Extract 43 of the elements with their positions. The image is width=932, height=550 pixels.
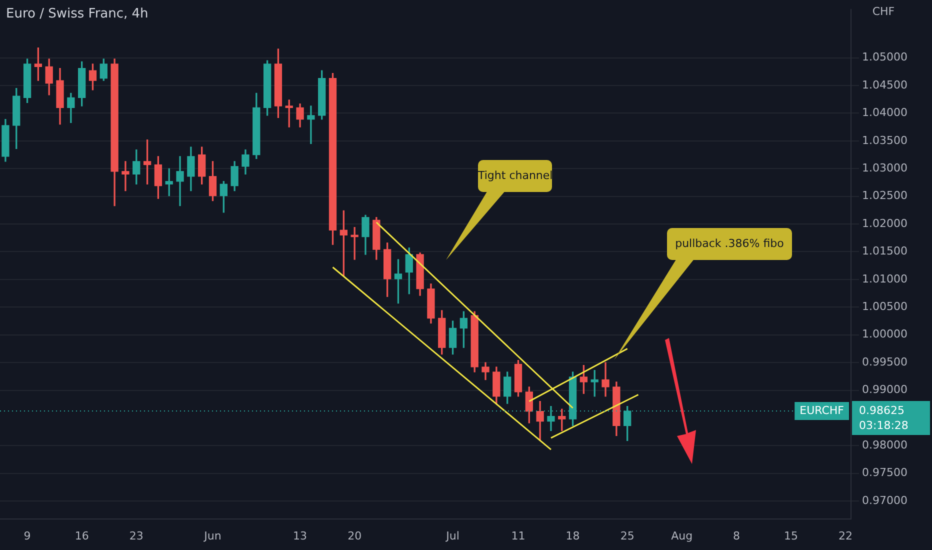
x-tick-label: 9: [24, 529, 31, 542]
x-tick-label: Aug: [671, 529, 693, 542]
text: 03:18:28: [859, 418, 908, 432]
y-tick-label: 1.02500: [862, 189, 908, 202]
speech-bubble: pullback .386% fibo: [614, 228, 792, 360]
y-axis-title: CHF: [872, 4, 895, 18]
x-tick-label: 22: [838, 529, 853, 542]
x-tick-label: Jun: [203, 529, 222, 542]
y-tick-label: 1.04000: [862, 106, 908, 120]
x-tick-label: 23: [129, 529, 144, 542]
y-tick-label: 1.00500: [862, 300, 908, 313]
y-tick-label: 0.99500: [862, 355, 908, 368]
candlestick: [122, 161, 130, 192]
annotation: pullback .386% fibo: [674, 237, 785, 251]
candlestick: [307, 106, 315, 144]
x-tick-label: 25: [620, 529, 634, 542]
x-tick-label: Jul: [445, 529, 460, 542]
x-tick-label: 16: [74, 529, 89, 542]
x-tick-label: 18: [566, 529, 580, 542]
y-tick-label: 1.03000: [862, 161, 908, 174]
y-tick-label: 1.04500: [862, 78, 908, 92]
y-tick-label: 1.05000: [862, 50, 908, 64]
annotation: Tight channel: [478, 169, 553, 183]
y-tick-label: 1.01000: [862, 272, 908, 286]
y-tick-label: 1.00000: [862, 328, 908, 341]
y-tick-label: 0.98000: [862, 438, 908, 452]
x-tick-label: 11: [511, 529, 526, 542]
text: 0.98625: [859, 404, 904, 417]
candlestick: [602, 362, 610, 397]
y-tick-label: 0.99000: [862, 383, 908, 396]
y-tick-label: 1.01500: [862, 244, 908, 258]
x-tick-label: 15: [784, 529, 798, 542]
x-tick-label: 20: [348, 529, 362, 542]
candlestick: [176, 156, 184, 206]
chart-title: Euro / Swiss Franc, 4h: [6, 6, 148, 22]
ref-line-label: EURCHF: [800, 404, 844, 417]
y-tick-label: 0.97000: [862, 494, 908, 507]
y-tick-label: 1.03500: [862, 134, 908, 147]
y-tick-label: 0.97500: [862, 466, 908, 480]
speech-bubble: Tight channel: [446, 160, 552, 260]
x-tick-label: 8: [732, 529, 740, 542]
x-tick-label: 13: [293, 529, 308, 542]
y-tick-label: 1.02000: [862, 216, 908, 230]
